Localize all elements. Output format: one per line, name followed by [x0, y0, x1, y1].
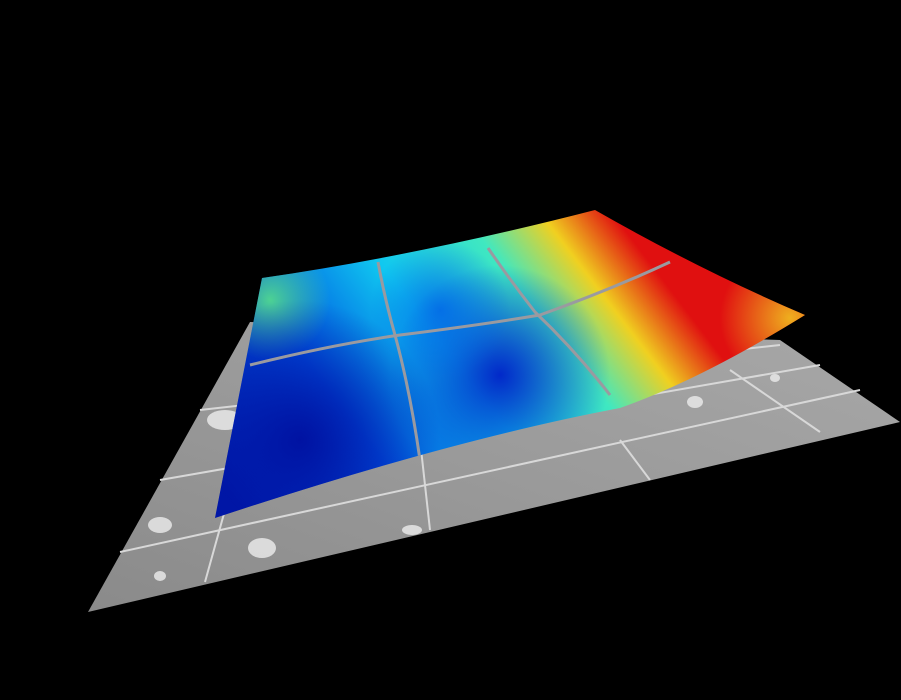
surface-seams	[249, 247, 671, 461]
